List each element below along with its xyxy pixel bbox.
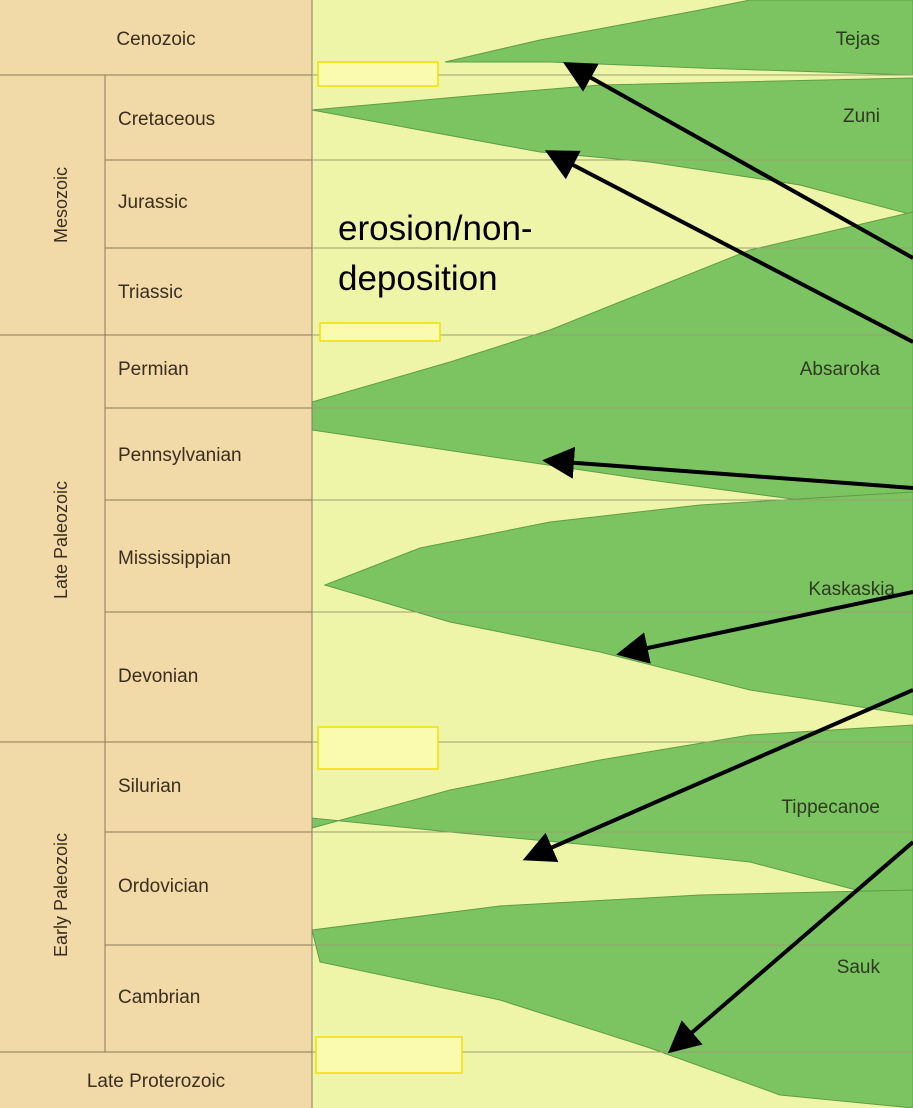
period-label: Devonian xyxy=(118,666,198,687)
wedge xyxy=(311,724,913,906)
blank-box xyxy=(319,322,441,342)
period-label: Silurian xyxy=(118,776,181,797)
blank-box xyxy=(317,61,439,87)
period-label: Triassic xyxy=(118,282,183,303)
period-label: Cretaceous xyxy=(118,109,215,130)
time-column xyxy=(0,0,312,1108)
period-label: Ordovician xyxy=(118,876,209,897)
period-label: Mississippian xyxy=(118,548,231,569)
arrow xyxy=(542,446,913,490)
arrow xyxy=(667,840,913,1054)
era-label: Early Paleozoic xyxy=(51,833,71,957)
annotation: erosion/non- deposition xyxy=(338,209,542,298)
sequence-label: Tejas xyxy=(836,29,880,50)
sequence-label: Zuni xyxy=(843,106,880,127)
blank-box xyxy=(317,726,439,770)
wedge xyxy=(444,0,913,76)
annotation-line: deposition xyxy=(338,259,498,298)
era-label: Cenozoic xyxy=(116,29,195,50)
period-label: Permian xyxy=(118,359,189,380)
arrow xyxy=(522,688,913,863)
era-label: Late Paleozoic xyxy=(51,481,71,599)
period-label: Jurassic xyxy=(118,192,188,213)
wedge xyxy=(323,491,913,716)
arrow xyxy=(563,62,913,260)
arrow xyxy=(544,150,913,344)
wedge xyxy=(311,77,913,216)
annotation-line: erosion/non- xyxy=(338,209,533,248)
blank-box xyxy=(315,1036,463,1074)
sequence-label: Sauk xyxy=(837,957,881,978)
sequence-label: Kaskaskia xyxy=(808,579,895,600)
arrows xyxy=(522,62,913,1054)
sequence-label: Absaroka xyxy=(800,359,881,380)
arrow xyxy=(616,590,913,664)
sequence-label: Tippecanoe xyxy=(781,797,880,818)
period-label: Pennsylvanian xyxy=(118,445,242,466)
era-label: Mesozoic xyxy=(51,167,71,243)
boxes xyxy=(315,61,463,1074)
period-label: Cambrian xyxy=(118,987,200,1008)
era-label: Late Proterozoic xyxy=(87,1071,225,1092)
